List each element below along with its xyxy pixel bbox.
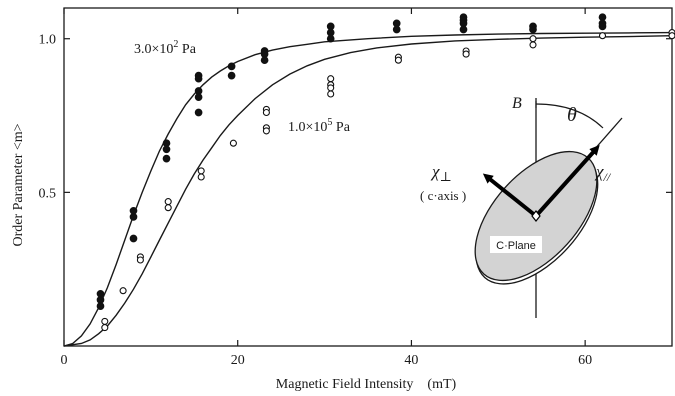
data-point-open <box>136 256 144 264</box>
data-point-filled <box>392 25 401 34</box>
crystal-orientation-inset: B θ χ// χ⊥ ( c·axis ) C·Plane <box>420 95 623 318</box>
data-point-filled <box>529 25 537 34</box>
chi-perp-arrow <box>482 173 538 218</box>
x-tick-label: 60 <box>578 353 592 368</box>
data-point-filled <box>162 145 171 154</box>
fit-curves <box>63 31 673 347</box>
y-axis-label: Order Parameter <m> <box>11 123 26 246</box>
data-point-filled <box>260 56 269 65</box>
data-point-open <box>462 50 470 58</box>
data-point-open <box>101 317 109 325</box>
data-point-open <box>164 204 172 212</box>
data-point-filled <box>96 302 105 310</box>
data-point-open <box>668 32 675 40</box>
field-label: B <box>512 95 522 112</box>
x-axis-label: Magnetic Field Intensity (mT) <box>276 377 457 392</box>
data-point-open <box>229 139 237 147</box>
data-point-filled <box>227 71 236 80</box>
data-point-open <box>327 75 335 83</box>
data-point-open <box>197 173 205 181</box>
data-point-filled <box>96 296 105 304</box>
c-plane-label-bg <box>490 236 542 253</box>
chi-parallel-arrow <box>534 145 600 218</box>
data-point-open <box>101 324 109 332</box>
plot-frame <box>63 7 673 347</box>
data-point-open <box>262 108 270 117</box>
data-point-open <box>529 41 537 49</box>
theta-arc <box>535 103 604 129</box>
data-point-open <box>164 198 172 206</box>
origin-marker <box>531 210 541 222</box>
data-point-filled <box>598 22 607 31</box>
data-point-filled <box>326 22 335 31</box>
data-point-filled <box>194 108 203 117</box>
data-point-filled <box>227 62 236 71</box>
series-label-1e5-pa: 1.0×105 Pa <box>288 117 351 135</box>
data-point-filled <box>194 93 203 101</box>
data-point-open <box>598 32 607 40</box>
data-point-open <box>327 84 335 92</box>
c-axis-label: ( c·axis ) <box>420 188 466 203</box>
c-plane-label: C·Plane <box>496 240 536 252</box>
data-point-filled <box>129 234 138 243</box>
x-tick-label: 0 <box>61 353 68 368</box>
fit-curve-series-2 <box>63 35 673 347</box>
data-point-open <box>529 35 537 43</box>
y-axis-ticks: 0.5 1.0 <box>39 33 672 201</box>
data-point-open <box>327 90 335 98</box>
data-point-filled <box>326 34 335 43</box>
data-point-open <box>119 287 127 295</box>
x-tick-label: 40 <box>404 353 418 368</box>
data-point-filled <box>129 213 138 221</box>
chi-parallel-label: χ// <box>594 162 612 184</box>
data-point-filled <box>162 154 171 163</box>
data-points <box>96 13 675 332</box>
series-label-3e2-pa: 3.0×102 Pa <box>134 39 197 57</box>
fit-curve-series-1 <box>63 31 673 347</box>
y-tick-label: 1.0 <box>39 33 57 48</box>
data-point-open <box>197 167 205 175</box>
theta-label: θ <box>567 104 577 126</box>
x-tick-label: 20 <box>231 353 245 368</box>
data-point-filled <box>194 74 203 83</box>
y-tick-label: 0.5 <box>39 186 57 201</box>
data-point-open <box>394 56 402 64</box>
chi-perp-label: χ⊥ <box>430 162 452 184</box>
data-point-open <box>262 127 270 135</box>
data-point-filled <box>459 25 468 34</box>
x-axis-ticks: 0 20 40 60 <box>61 8 592 368</box>
data-point-filled <box>598 13 607 22</box>
